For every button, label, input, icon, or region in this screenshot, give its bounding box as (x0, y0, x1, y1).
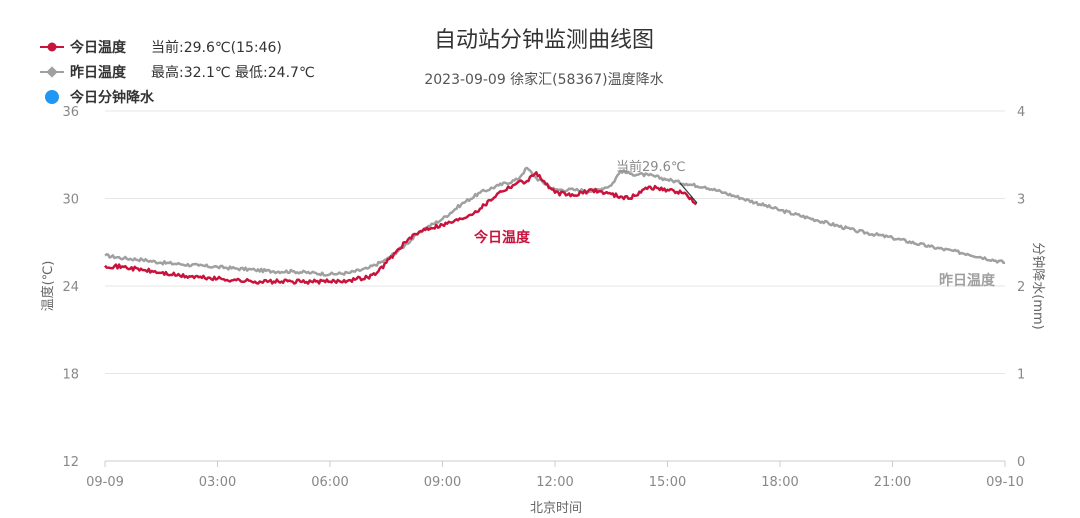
y-left-tick-label: 24 (62, 280, 79, 295)
annotation-text: 当前29.6℃ (616, 159, 686, 175)
x-tick-label: 18:00 (761, 475, 798, 490)
series-line-yesterday (104, 166, 1006, 277)
y-axis-left: 36 30 24 18 12 (62, 105, 79, 470)
legend-label-precip: 今日分钟降水 (69, 89, 155, 106)
x-tick-label: 15:00 (649, 475, 686, 490)
x-tick-label: 06:00 (311, 475, 348, 490)
legend-item-today[interactable]: 今日温度 当前:29.6℃(15:46) (40, 39, 282, 56)
y-right-tick-label: 2 (1017, 280, 1025, 295)
chart-subtitle: 2023-09-09 徐家汇(58367)温度降水 (424, 71, 663, 88)
annotation-pointer (679, 182, 698, 204)
legend-item-precip[interactable]: 今日分钟降水 (45, 89, 155, 106)
x-tick-label: 21:00 (874, 475, 911, 490)
y-left-tick-label: 36 (62, 105, 79, 120)
legend-label-yesterday: 昨日温度 (70, 64, 127, 81)
y-right-tick-label: 4 (1017, 105, 1025, 120)
legend-info-today: 当前:29.6℃(15:46) (151, 39, 282, 56)
y-right-tick-label: 3 (1017, 193, 1025, 208)
legend-marker-yesterday (46, 66, 58, 78)
y-axis-left-label: 温度(℃) (40, 261, 56, 312)
y-axis-right: 4 3 2 1 0 (1017, 105, 1025, 470)
y-left-tick-label: 30 (62, 193, 79, 208)
series-label-today: 今日温度 (473, 229, 531, 246)
x-axis: 09-09 03:00 06:00 09:00 12:00 15:00 18:00 21:00… (86, 461, 1024, 490)
x-tick-label: 09-10 (986, 475, 1024, 490)
x-tick-label: 09:00 (424, 475, 461, 490)
x-tick-label: 03:00 (199, 475, 236, 490)
y-left-tick-label: 12 (62, 455, 79, 470)
x-tick-label: 12:00 (536, 475, 573, 490)
legend: 今日温度 当前:29.6℃(15:46) 昨日温度 最高:32.1℃ 最低:24… (40, 39, 315, 106)
series-label-yesterday: 昨日温度 (939, 272, 996, 289)
y-right-tick-label: 0 (1017, 455, 1025, 470)
y-left-tick-label: 18 (62, 368, 79, 383)
grid (105, 110, 1005, 462)
legend-marker-today (47, 42, 57, 52)
x-axis-label: 北京时间 (530, 501, 582, 516)
legend-item-yesterday[interactable]: 昨日温度 最高:32.1℃ 最低:24.7℃ (40, 64, 315, 81)
legend-label-today: 今日温度 (69, 39, 127, 56)
series-line-today (104, 171, 698, 285)
y-right-tick-label: 1 (1017, 368, 1025, 383)
legend-info-yesterday: 最高:32.1℃ 最低:24.7℃ (151, 64, 315, 81)
current-annotation: 当前29.6℃ (616, 159, 698, 204)
legend-marker-precip (45, 90, 59, 104)
x-tick-label: 09-09 (86, 475, 124, 490)
y-axis-right-label: 分钟降水(mm) (1030, 242, 1046, 329)
chart-title: 自动站分钟监测曲线图 (434, 28, 654, 53)
